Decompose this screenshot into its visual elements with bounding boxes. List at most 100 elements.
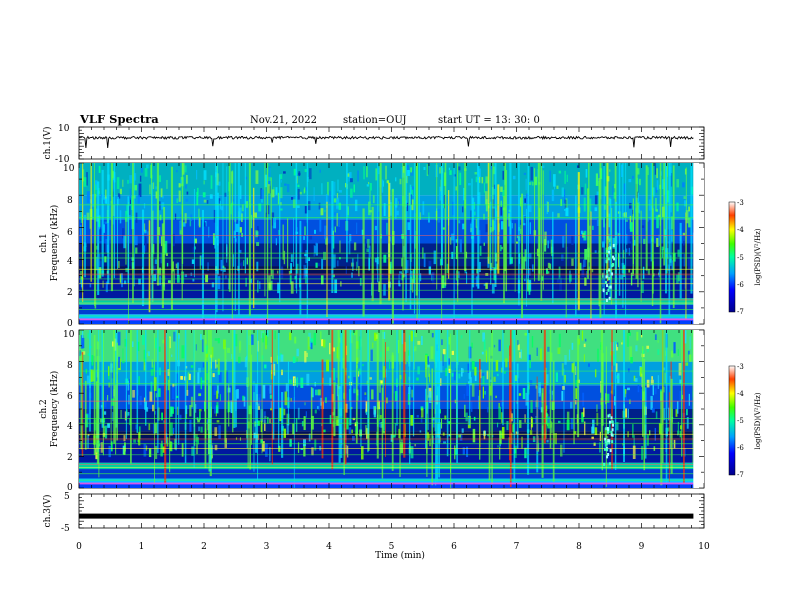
spec2-speckle — [539, 401, 541, 410]
spec2-speckle — [265, 443, 268, 457]
spec2-speckle — [429, 373, 431, 383]
spec1-speckle — [629, 202, 632, 209]
spec1-sferic — [672, 165, 675, 309]
spec2-speckle — [632, 445, 636, 459]
spec2-speckle — [635, 345, 638, 352]
spec2-speckle — [87, 353, 91, 356]
spec2-speckle — [496, 373, 499, 377]
spec1-speckle — [406, 260, 409, 273]
spec1-speckle — [546, 201, 548, 214]
spec1-speckle — [277, 192, 280, 205]
spec2-speckle — [372, 342, 374, 349]
spec1-sferic — [113, 163, 116, 279]
spec2-speckle — [150, 381, 153, 392]
spec1-speckle — [529, 222, 531, 235]
spec1-speckle — [294, 276, 297, 280]
spec2-speckle — [563, 374, 566, 383]
spec1-speckle — [566, 174, 568, 182]
spec1-speckle — [79, 225, 82, 236]
spec1-speckle — [389, 261, 392, 275]
spec1-speckle — [594, 195, 598, 205]
spec2-speckle — [599, 442, 601, 453]
spec1-speckle — [307, 201, 311, 211]
spec1-speckle — [402, 246, 405, 257]
spec1-speckle — [462, 206, 464, 213]
spec1-speckle — [258, 281, 261, 290]
spec2-band — [79, 484, 694, 488]
spec2-speckle — [371, 389, 374, 400]
spec1-speckle — [470, 227, 472, 232]
spec2-speckle — [128, 394, 130, 405]
spec2-speckle — [636, 331, 639, 341]
spec2-speckle — [294, 336, 297, 344]
spec2-speckle — [214, 444, 218, 451]
spec2-sferic — [271, 330, 273, 465]
spec1-sferic — [216, 192, 219, 275]
spec2-speckle — [317, 406, 319, 410]
spec2-speckle — [596, 412, 599, 426]
spec1-speckle — [165, 253, 168, 257]
spec1-speckle — [152, 182, 155, 190]
spec1-speckle — [185, 198, 189, 202]
spec2-speckle — [181, 442, 184, 457]
spec2-speckle — [633, 375, 636, 382]
spec2-speckle — [143, 443, 147, 457]
spec2-lowband — [79, 482, 694, 485]
spec1-speckle — [569, 274, 572, 282]
spec2-speckle — [651, 408, 655, 413]
spec2-speckle — [198, 426, 200, 432]
spec1-speckle — [401, 258, 403, 267]
spec2-speckle — [283, 408, 286, 416]
spec2-speckle — [120, 409, 122, 419]
ch1-waveform-ticks — [78, 126, 705, 160]
spec1-sferic — [527, 163, 530, 281]
spec1-chorus — [606, 284, 609, 288]
spec1-speckle — [407, 169, 410, 176]
spec1-speckle — [144, 229, 147, 234]
spec2-speckle — [132, 389, 135, 398]
spec1-speckle — [433, 250, 437, 265]
spec1-speckle — [297, 184, 300, 188]
spec1-speckle — [459, 172, 462, 186]
spec2-speckle — [137, 389, 139, 396]
spec1-speckle — [637, 168, 640, 175]
spec2-speckle — [197, 372, 200, 384]
spec1-speckle — [483, 283, 487, 286]
spec2-sferic — [681, 330, 683, 457]
spec2-speckle — [274, 330, 276, 340]
spec1-sferic — [215, 163, 217, 323]
spec1-speckle — [363, 166, 365, 180]
spec1-sferic — [540, 163, 543, 301]
spec2-speckle — [583, 343, 586, 348]
spec2-speckle — [397, 340, 400, 354]
spec1-speckle — [125, 210, 128, 222]
spec1-speckle — [129, 175, 133, 184]
ch1-freq-tick-0: 0 — [67, 319, 73, 329]
spec2-speckle — [664, 372, 666, 383]
spec1-speckle — [119, 210, 122, 224]
spec2-speckle — [253, 432, 256, 439]
spec1-speckle — [235, 223, 239, 233]
spec1-sferic — [228, 163, 231, 292]
spec1-speckle — [661, 249, 663, 258]
spec2-speckle — [216, 420, 220, 423]
spec1-speckle — [369, 190, 371, 204]
spec2-speckle — [175, 373, 179, 384]
spec1-speckle — [98, 253, 101, 267]
spec2-sferic — [641, 346, 644, 437]
spec2-speckle — [276, 355, 279, 364]
spec1-speckle — [368, 201, 371, 216]
spec1-speckle — [386, 222, 388, 235]
spec2-speckle — [103, 411, 107, 415]
spec2-speckle — [519, 352, 522, 358]
spec2-speckle — [498, 402, 500, 409]
spec2-chorus — [604, 437, 607, 441]
spec1-sferic — [533, 168, 536, 282]
spec2-sferic — [577, 335, 580, 438]
spec1-chorus — [611, 255, 614, 259]
spec1-speckle — [459, 239, 462, 253]
spec1-chorus — [606, 249, 609, 253]
spec2-speckle — [300, 448, 304, 451]
spec2-speckle — [670, 350, 674, 358]
spec1-speckle — [512, 175, 516, 180]
